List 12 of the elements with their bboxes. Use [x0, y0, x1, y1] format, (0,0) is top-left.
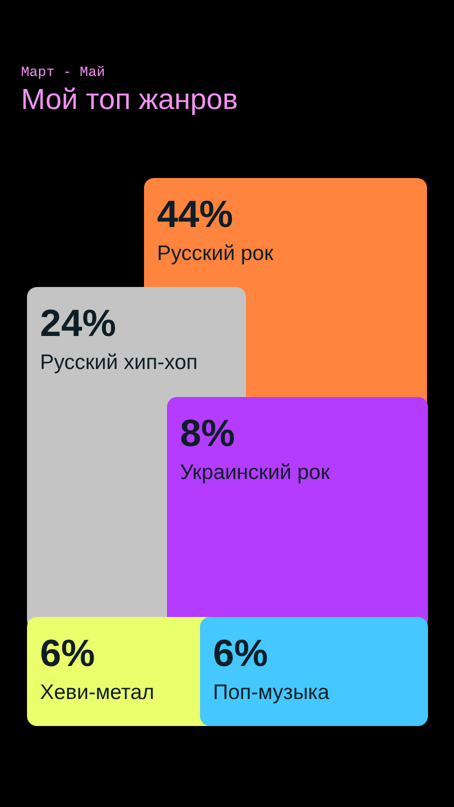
data-label: 8% — [180, 413, 235, 455]
data-label: 6% — [213, 633, 268, 675]
data-label: 44% — [157, 194, 234, 236]
category-label: Русский хип-хоп — [40, 351, 198, 374]
data-label: 6% — [40, 633, 95, 675]
text: Мой топ жанров — [21, 84, 238, 116]
data-label: 24% — [40, 303, 116, 345]
category-label: Поп-музыка — [213, 681, 330, 704]
category-label: Русский рок — [157, 242, 274, 265]
category-label: Хеви-метал — [40, 681, 154, 704]
text: Март - Май — [21, 65, 106, 81]
category-label: Украинский рок — [180, 461, 331, 484]
